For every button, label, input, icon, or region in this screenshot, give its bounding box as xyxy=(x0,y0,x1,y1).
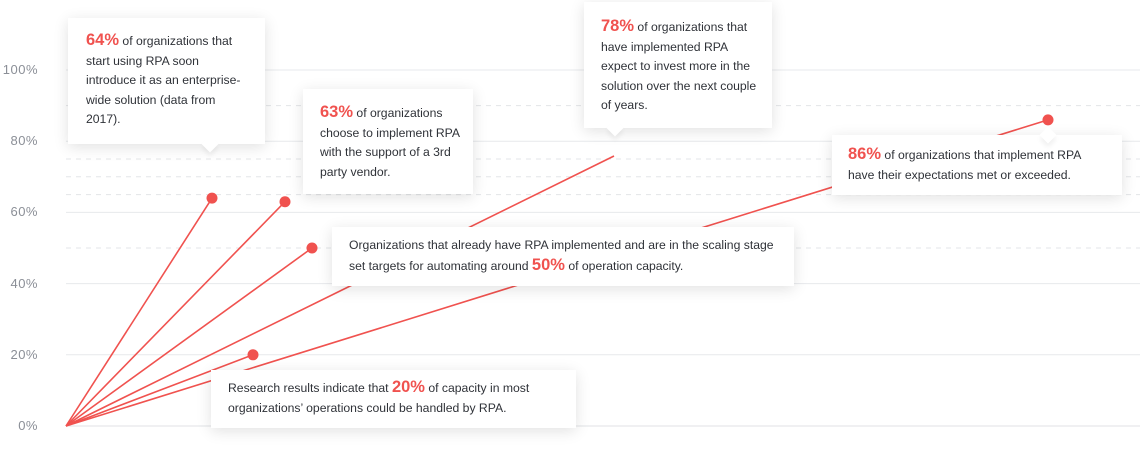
annotation-highlight: 63% xyxy=(320,103,354,121)
data-point-marker xyxy=(1042,114,1054,126)
annotation-text-before: Research results indicate that xyxy=(228,381,392,395)
annotation-text-after: of organizations choose to implement RPA… xyxy=(320,106,460,179)
data-point-marker xyxy=(306,242,318,254)
annotation-highlight: 86% xyxy=(848,145,882,163)
annotation-text-after: of organizations that have implemented R… xyxy=(601,20,757,112)
y-tick-label: 20% xyxy=(10,346,38,362)
y-tick-label: 60% xyxy=(10,204,38,220)
data-point-marker xyxy=(279,196,291,208)
y-tick-label: 100% xyxy=(2,62,38,77)
data-point-marker xyxy=(247,349,259,361)
annotation-text-after: of capacity in most organizations’ opera… xyxy=(228,381,530,415)
y-tick-label: 80% xyxy=(10,133,38,149)
series-line xyxy=(65,155,615,427)
annotation-highlight: 20% xyxy=(391,378,425,396)
annotation-card-20: Research results indicate that 20% of ca… xyxy=(211,370,576,428)
annotation-text-after: of organizations that start using RPA so… xyxy=(86,34,241,126)
annotation-text-before: Organizations that already have RPA impl… xyxy=(349,238,774,273)
annotation-card-50: Organizations that already have RPA impl… xyxy=(332,227,794,286)
annotation-highlight: 50% xyxy=(531,255,565,274)
annotation-highlight: 64% xyxy=(86,31,120,49)
series-line xyxy=(65,247,313,427)
annotation-card-64: 64% of organizations that start using RP… xyxy=(68,18,265,152)
annotation-card-63: 63% of organizations choose to implement… xyxy=(303,89,473,194)
data-point-marker xyxy=(206,192,218,204)
annotation-card-78: 78% of organizations that have implement… xyxy=(584,2,772,136)
series-line xyxy=(65,197,213,427)
y-tick-label: 0% xyxy=(18,418,38,433)
annotation-text-after: of organizations that implement RPA have… xyxy=(848,148,1081,182)
series-line xyxy=(65,201,286,427)
series-line xyxy=(65,354,254,427)
annotation-highlight: 78% xyxy=(601,17,635,35)
annotation-card-86: 86% of organizations that implement RPA … xyxy=(832,126,1122,195)
y-tick-label: 40% xyxy=(10,275,38,291)
annotation-text-after: of operation capacity. xyxy=(564,258,684,273)
